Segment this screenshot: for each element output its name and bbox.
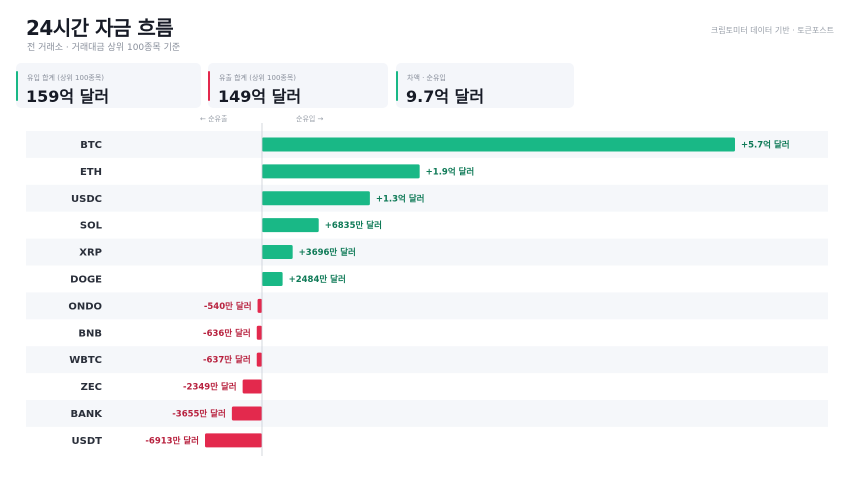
page-title: 24시간 자금 흐름 [26, 16, 174, 40]
card-value: 159억 달러 [26, 87, 110, 106]
card-accent-bar [208, 71, 210, 101]
value-label: +2484만 달러 [289, 274, 346, 285]
inflow-bar [262, 218, 319, 233]
category-label: ZEC [81, 382, 102, 393]
category-label: USDT [72, 436, 103, 447]
value-label: -6913만 달러 [145, 435, 199, 446]
inflow-bar [262, 164, 420, 179]
inflow-bar [262, 191, 370, 206]
card-label: 유출 합계 (상위 100종목) [219, 74, 297, 82]
source-credit: 크립토미터 데이터 기반 · 토큰포스트 [710, 26, 834, 35]
inflow-bar [262, 137, 735, 152]
category-label: ETH [80, 167, 102, 178]
inflow-bar [262, 245, 293, 260]
value-label: +5.7억 달러 [741, 139, 790, 150]
category-label: DOGE [70, 274, 102, 285]
outflow-total-card: 유출 합계 (상위 100종목) 149억 달러 [208, 63, 388, 108]
category-label: WBTC [69, 355, 102, 366]
inflow-total-card: 유입 합계 (상위 100종목) 159억 달러 [16, 63, 201, 108]
value-label: +1.3억 달러 [376, 193, 425, 204]
card-label: 차액 · 순유입 [407, 74, 446, 82]
outflow-direction-label: ← 순유출 [200, 115, 228, 123]
category-label: BTC [80, 140, 102, 151]
row-band [26, 400, 828, 427]
value-label: +6835만 달러 [325, 220, 382, 231]
value-label: +3696만 달러 [299, 247, 356, 258]
outflow-bar [231, 406, 262, 421]
row-band [26, 292, 828, 320]
value-label: -637만 달러 [203, 355, 251, 366]
category-label: BANK [71, 409, 104, 420]
category-label: SOL [80, 221, 103, 232]
category-label: BNB [78, 328, 102, 339]
value-label: -636만 달러 [203, 328, 251, 339]
card-accent-bar [16, 71, 18, 101]
outflow-bar [205, 433, 262, 448]
outflow-bar [256, 325, 262, 340]
page-subtitle: 전 거래소 · 거래대금 상위 100종목 기준 [27, 43, 181, 53]
value-label: -3655만 달러 [172, 408, 226, 419]
outflow-bar [257, 298, 262, 313]
row-band [26, 346, 828, 374]
category-label: ONDO [68, 301, 102, 312]
value-label: -2349만 달러 [183, 382, 237, 393]
row-band [26, 184, 828, 212]
card-value: 9.7억 달러 [406, 87, 485, 106]
card-value: 149억 달러 [218, 87, 302, 106]
category-label: USDC [71, 194, 102, 205]
card-accent-bar [396, 71, 398, 101]
inflow-direction-label: 순유입 → [296, 115, 324, 123]
value-label: -540만 달러 [204, 301, 252, 312]
category-label: XRP [79, 248, 102, 259]
value-label: +1.9억 달러 [426, 166, 475, 177]
row-band [26, 238, 828, 266]
net-flow-card: 차액 · 순유입 9.7억 달러 [396, 63, 574, 108]
inflow-bar [262, 271, 283, 286]
outflow-bar [242, 379, 262, 394]
card-label: 유입 합계 (상위 100종목) [27, 74, 105, 82]
outflow-bar [256, 352, 262, 367]
